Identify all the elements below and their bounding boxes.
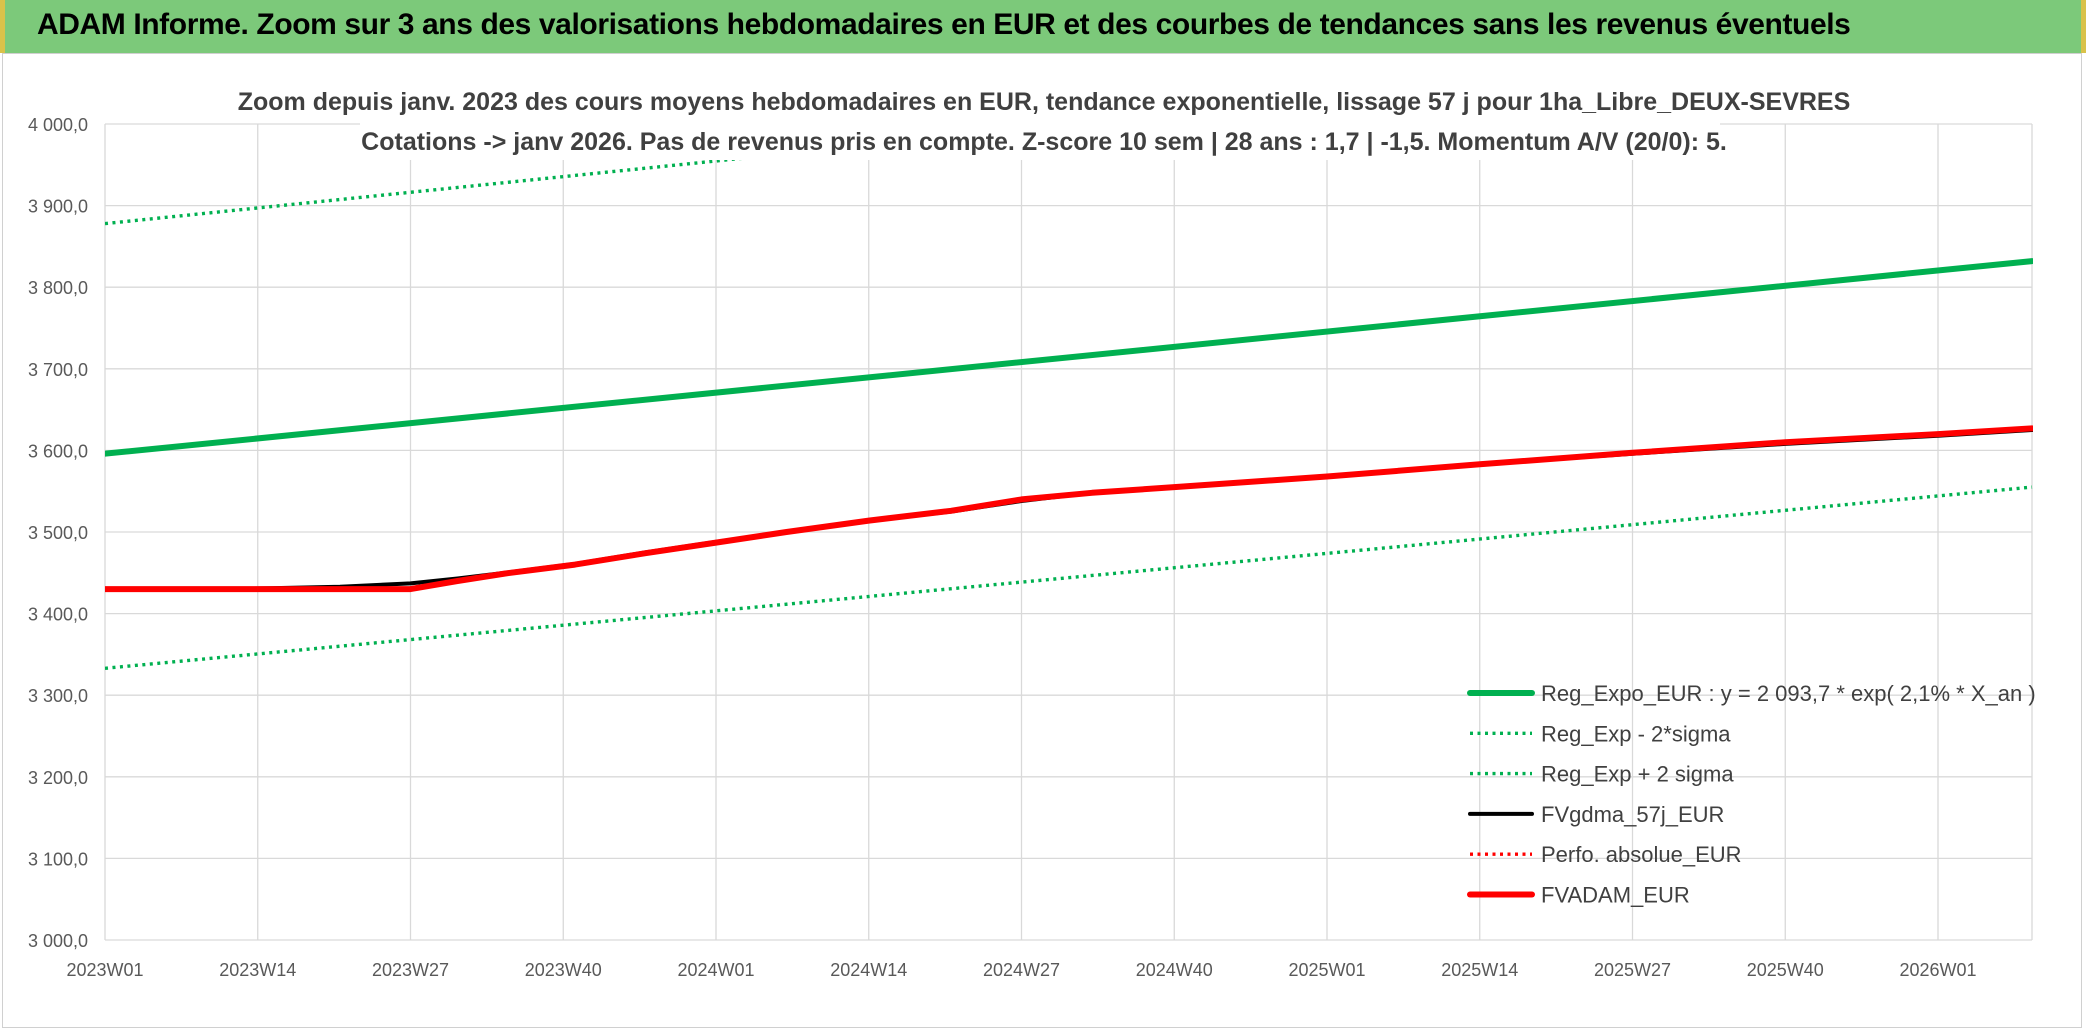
x-tick-label: 2025W27 [1594, 960, 1671, 980]
chart-title-line-1: Zoom depuis janv. 2023 des cours moyens … [238, 88, 1851, 116]
series-line-4 [105, 428, 2033, 592]
grid-layer [104, 123, 2033, 941]
legend-label-6: FVADAM_EUR [1541, 883, 1690, 908]
y-tick-label: 4 000,0 [28, 115, 88, 135]
series-line-2 [105, 485, 2033, 670]
x-tick-label: 2025W40 [1747, 960, 1824, 980]
x-tick-label: 2023W40 [525, 960, 602, 980]
chart-legend: Reg_Expo_EUR : y = 2 093,7 * exp( 2,1% *… [1467, 681, 2036, 908]
x-tick-label: 2023W01 [66, 960, 143, 980]
y-tick-label: 3 900,0 [28, 197, 88, 217]
chart-title: Zoom depuis janv. 2023 des cours moyens … [238, 80, 1851, 160]
series-line-5 [105, 426, 2033, 591]
x-tick-label: 2024W01 [677, 960, 754, 980]
x-tick-label: 2024W14 [830, 960, 907, 980]
y-tick-label: 3 500,0 [28, 523, 88, 543]
legend-label-5: Perfo. absolue_EUR [1541, 842, 1742, 867]
series-line-1 [105, 258, 2033, 457]
y-tick-label: 3 700,0 [28, 360, 88, 380]
title-backing [285, 80, 1795, 120]
legend-label-3: Reg_Exp + 2 sigma [1541, 762, 1734, 787]
x-tick-label: 2024W27 [983, 960, 1060, 980]
x-tick-label: 2023W27 [372, 960, 449, 980]
report-banner: ADAM Informe. Zoom sur 3 ans des valoris… [0, 0, 2086, 53]
x-tick-label: 2024W40 [1136, 960, 1213, 980]
series-line-6 [105, 425, 2033, 593]
y-tick-label: 3 400,0 [28, 605, 88, 625]
chart-frame [2, 53, 2082, 1028]
report-title: ADAM Informe. Zoom sur 3 ans des valoris… [37, 8, 1851, 41]
legend-label-2: Reg_Exp - 2*sigma [1541, 721, 1731, 746]
legend-label-1: Reg_Expo_EUR : y = 2 093,7 * exp( 2,1% *… [1541, 681, 2036, 706]
y-tick-label: 3 800,0 [28, 278, 88, 298]
x-tick-label: 2026W01 [1899, 960, 1976, 980]
y-tick-label: 3 600,0 [28, 441, 88, 461]
x-tick-label: 2025W14 [1441, 960, 1518, 980]
series-layer [105, 123, 2033, 670]
y-tick-label: 3 000,0 [28, 931, 88, 951]
chart-title-line-2: Cotations -> janv 2026. Pas de revenus p… [361, 128, 1727, 156]
axis-layer: 3 000,0 3 100,0 3 200,0 3 300,0 3 400,0 3 500… [28, 115, 1977, 980]
y-tick-label: 3 200,0 [28, 768, 88, 788]
title-backing [360, 118, 1720, 160]
x-tick-label: 2023W14 [219, 960, 296, 980]
legend-label-4: FVgdma_57j_EUR [1541, 802, 1724, 827]
y-tick-label: 3 100,0 [28, 849, 88, 869]
y-tick-label: 3 300,0 [28, 686, 88, 706]
x-tick-label: 2025W01 [1288, 960, 1365, 980]
